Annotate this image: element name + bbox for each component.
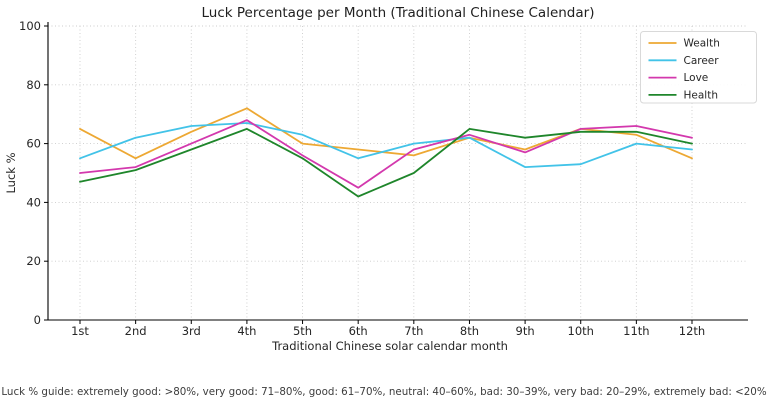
x-tick-label: 6th — [349, 324, 368, 338]
x-tick-label: 1st — [71, 324, 89, 338]
legend-label-career: Career — [684, 55, 720, 67]
series-line-wealth — [79, 107, 693, 160]
luck-guide-caption: Luck % guide: extremely good: >80%, very… — [1, 386, 767, 398]
legend-label-wealth: Wealth — [684, 38, 720, 50]
x-axis-label: Traditional Chinese solar calendar month — [271, 339, 508, 353]
series-line-career — [79, 122, 693, 169]
legend-label-love: Love — [684, 72, 709, 84]
x-tick-label: 4th — [237, 324, 256, 338]
x-tick-label: 3rd — [182, 324, 201, 338]
series-line-health — [79, 127, 693, 198]
x-tick-label: 8th — [460, 324, 479, 338]
y-tick-label: 0 — [34, 313, 41, 327]
y-tick-label: 20 — [26, 254, 41, 268]
y-axis-label: Luck % — [4, 152, 18, 193]
y-tick-label: 60 — [26, 137, 41, 151]
x-tick-label: 5th — [293, 324, 312, 338]
legend-box — [640, 31, 757, 104]
chart-title: Luck Percentage per Month (Traditional C… — [201, 5, 595, 21]
legend-label-health: Health — [684, 89, 718, 101]
x-tick-label: 11th — [623, 324, 649, 338]
y-tick-label: 80 — [26, 78, 41, 92]
x-tick-label: 10th — [568, 324, 594, 338]
y-tick-label: 100 — [19, 19, 41, 33]
x-tick-label: 9th — [516, 324, 535, 338]
x-tick-label: 2nd — [125, 324, 147, 338]
x-tick-label: 12th — [679, 324, 705, 338]
line-chart: 0 20 40 60 80 100 1st 2nd 3rd 4th 5th 6th 7th 8th 9th 1… — [4, 19, 757, 353]
series-line-love — [79, 119, 693, 189]
y-tick-label: 40 — [26, 195, 41, 209]
x-tick-label: 7th — [404, 324, 423, 338]
